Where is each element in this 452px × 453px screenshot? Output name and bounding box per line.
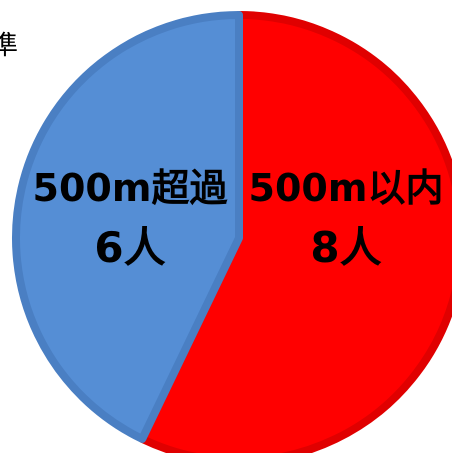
- pie-slices: [12, 11, 452, 453]
- clipped-edge-text: 準: [0, 31, 18, 61]
- slice-label-1: 500m以内: [249, 166, 444, 210]
- pie-slice-2: [12, 11, 243, 443]
- slice-label-2: 500m超過: [33, 166, 229, 210]
- pie-slice-1: [138, 11, 452, 453]
- pie-labels: 500m以内 8人 500m超過 6人: [33, 166, 444, 272]
- slice-value-1: 8人: [310, 223, 381, 272]
- slice-value-2: 6人: [94, 223, 165, 272]
